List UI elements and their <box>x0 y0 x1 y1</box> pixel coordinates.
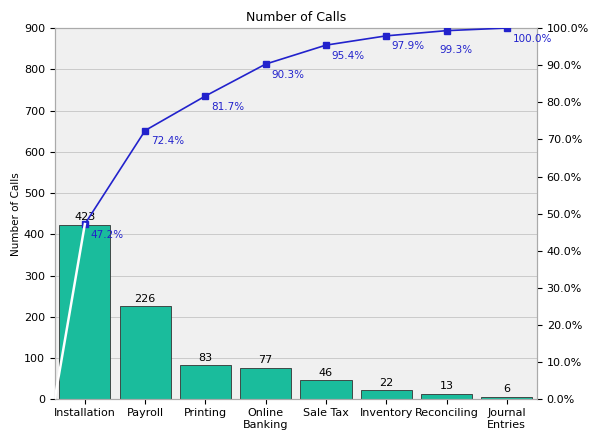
Text: 90.3%: 90.3% <box>271 70 304 80</box>
Bar <box>180 365 231 399</box>
Text: 95.4%: 95.4% <box>332 51 365 61</box>
Bar <box>59 225 110 399</box>
Text: 97.9%: 97.9% <box>392 41 425 52</box>
Bar <box>421 394 472 399</box>
Text: 226: 226 <box>134 294 156 303</box>
Text: 83: 83 <box>199 352 212 363</box>
Bar <box>119 306 171 399</box>
Text: 46: 46 <box>319 368 333 378</box>
Text: 77: 77 <box>259 355 273 365</box>
Y-axis label: Number of Calls: Number of Calls <box>11 172 21 255</box>
Bar <box>481 397 532 399</box>
Text: 6: 6 <box>503 384 510 394</box>
Text: 47.2%: 47.2% <box>91 230 124 239</box>
Title: Number of Calls: Number of Calls <box>246 11 346 24</box>
Text: 72.4%: 72.4% <box>151 136 184 146</box>
Bar <box>361 390 412 399</box>
Text: 100.0%: 100.0% <box>512 34 552 44</box>
Text: 99.3%: 99.3% <box>440 45 473 55</box>
Text: 22: 22 <box>379 377 394 388</box>
Text: 423: 423 <box>74 212 95 222</box>
Text: 81.7%: 81.7% <box>211 101 244 112</box>
Bar <box>240 367 292 399</box>
Text: 13: 13 <box>440 381 454 392</box>
Bar <box>301 380 352 399</box>
